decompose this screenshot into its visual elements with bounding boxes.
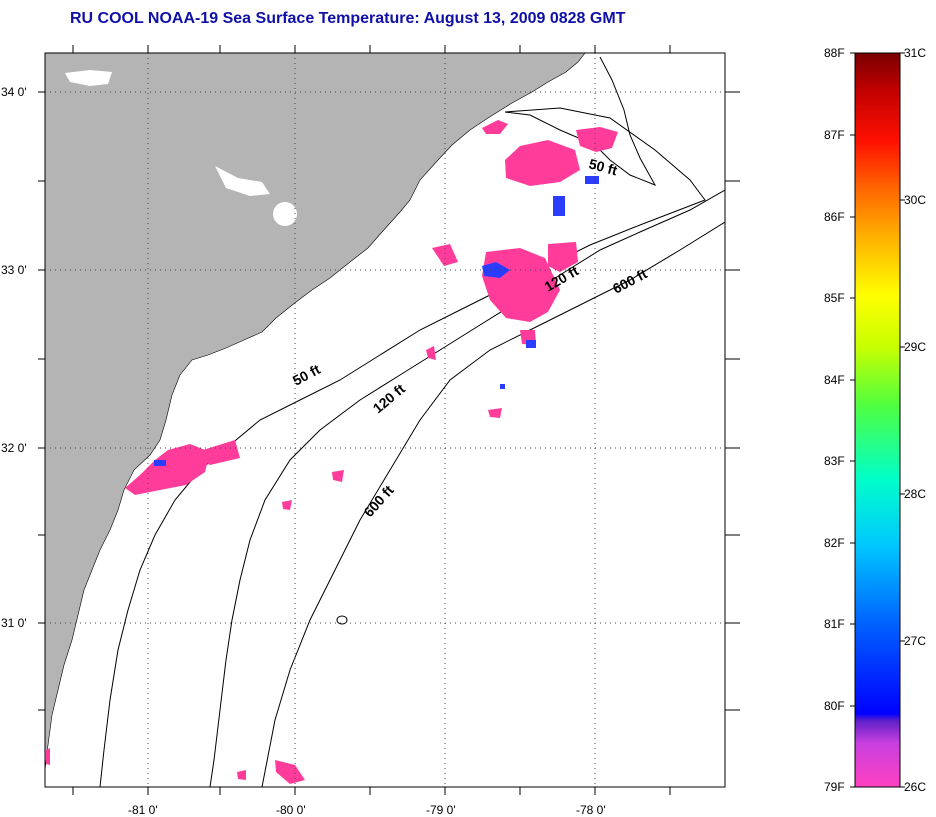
colorbar-label-c: 28C bbox=[904, 487, 926, 501]
lon-label-80: -80 0' bbox=[276, 803, 306, 817]
colorbar-label-c: 31C bbox=[904, 46, 926, 60]
lon-label-78: -78 0' bbox=[576, 803, 606, 817]
colorbar-label-f: 80F bbox=[824, 699, 845, 713]
colorbar-label-f: 85F bbox=[824, 291, 845, 305]
axis-ticks bbox=[38, 45, 740, 795]
outer-banks bbox=[504, 56, 657, 186]
colorbar-label-c: 27C bbox=[904, 634, 926, 648]
depth-label-50ft-north: 50 ft bbox=[587, 155, 619, 178]
colorbar-label-f: 86F bbox=[824, 210, 845, 224]
plot-frame bbox=[44, 52, 726, 788]
colorbar-label-c: 30C bbox=[904, 193, 926, 207]
land-mass bbox=[45, 53, 586, 771]
colorbar-label-c: 29C bbox=[904, 340, 926, 354]
lat-label-31: 31 0' bbox=[1, 616, 27, 630]
inland-lake bbox=[65, 70, 112, 86]
colorbar-gradient bbox=[854, 52, 901, 788]
colorbar-label-f: 81F bbox=[824, 617, 845, 631]
colorbar-label-f: 87F bbox=[824, 128, 845, 142]
colorbar-label-f: 82F bbox=[824, 536, 845, 550]
lat-label-33: 33 0' bbox=[1, 263, 27, 277]
contour-600ft bbox=[261, 221, 725, 787]
graticule bbox=[45, 53, 725, 787]
map-title: RU COOL NOAA-19 Sea Surface Temperature:… bbox=[70, 10, 626, 27]
lat-label-34: 34 0' bbox=[1, 85, 27, 99]
inland-lake bbox=[215, 166, 270, 196]
colorbar-label-f: 83F bbox=[824, 454, 845, 468]
lat-label-32: 32 0' bbox=[1, 441, 27, 455]
colorbar-label-c: 26C bbox=[904, 780, 926, 794]
colorbar-label-f: 88F bbox=[824, 46, 845, 60]
seamount-contour bbox=[336, 615, 348, 625]
temperature-colorbar: 88F 87F 86F 85F 84F 83F 82F 81F 80F 79F … bbox=[824, 46, 926, 794]
lon-label-81: -81 0' bbox=[128, 803, 158, 817]
colorbar-label-f: 79F bbox=[824, 780, 845, 794]
contour-50ft bbox=[99, 107, 706, 787]
contour-120ft bbox=[209, 189, 725, 787]
lon-label-79: -79 0' bbox=[426, 803, 456, 817]
inland-lake bbox=[273, 202, 297, 226]
colorbar-label-f: 84F bbox=[824, 373, 845, 387]
